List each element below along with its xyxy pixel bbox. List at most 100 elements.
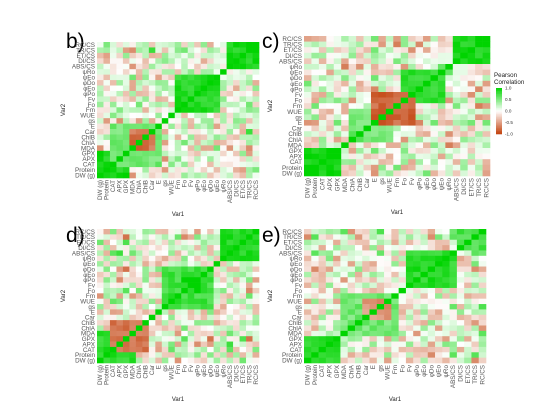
heatmap-cell [161, 52, 169, 59]
heatmap-cell [333, 330, 341, 337]
heatmap-cell [103, 156, 111, 162]
heatmap-cell [362, 320, 370, 326]
heatmap-cell [318, 250, 327, 257]
heatmap-cell [427, 266, 436, 273]
heatmap-cell [415, 92, 424, 98]
heatmap-cell [325, 245, 334, 251]
heatmap-cell [207, 112, 214, 119]
heatmap-cell [122, 42, 130, 48]
heatmap-cell [97, 271, 104, 278]
legend-title: Correlation [494, 79, 525, 86]
heatmap-cell [384, 287, 392, 294]
heatmap-cell [420, 287, 429, 294]
heatmap-cell [333, 250, 341, 257]
heatmap-cell [415, 148, 424, 154]
heatmap-cell [220, 314, 227, 321]
heatmap-cell [460, 58, 468, 65]
heatmap-cell [398, 250, 407, 257]
heatmap-cell [161, 309, 169, 316]
heatmap-cell [363, 131, 372, 138]
heatmap-cell [97, 96, 104, 103]
heatmap-cell [304, 277, 312, 283]
heatmap-cell [226, 74, 234, 81]
heatmap-cell [116, 271, 124, 278]
heatmap-cell [181, 314, 189, 321]
heatmap-cell [207, 293, 214, 299]
y-tick-label: WUE [287, 299, 302, 306]
heatmap-cell [393, 69, 402, 76]
heatmap-cell [226, 101, 234, 108]
heatmap-cell [252, 112, 260, 119]
heatmap-cell [437, 108, 446, 115]
heatmap-cell [181, 271, 189, 278]
heatmap-cell [109, 229, 117, 235]
y-tick-label: APX [82, 156, 95, 163]
heatmap-cell [142, 277, 150, 283]
heatmap-cell [200, 167, 208, 173]
heatmap-cell [135, 172, 143, 179]
heatmap-cell [168, 266, 176, 273]
x-tick-label: ψRo [443, 365, 450, 378]
heatmap-cell [226, 261, 234, 267]
heatmap-cell [97, 314, 104, 321]
heatmap-cell [435, 298, 443, 305]
heatmap-cell [471, 266, 480, 273]
heatmap-cell [103, 123, 111, 130]
heatmap-cell [471, 336, 480, 342]
legend-swatch [496, 111, 502, 113]
heatmap-cell [354, 341, 363, 348]
x-tick-label: E [156, 365, 163, 369]
heatmap-cell [482, 97, 491, 104]
heatmap-cell [213, 118, 221, 124]
heatmap-cell [341, 136, 349, 143]
heatmap-cell [181, 85, 189, 92]
heatmap-cell [161, 325, 169, 332]
heatmap-cell [155, 167, 163, 173]
heatmap-cell [155, 150, 163, 157]
heatmap-cell [109, 80, 117, 86]
heatmap-cell [122, 330, 130, 337]
heatmap-cell [326, 69, 335, 76]
heatmap-cell [226, 255, 234, 262]
heatmap-cell [340, 352, 348, 358]
heatmap-cell [129, 287, 137, 294]
heatmap-cell [97, 293, 104, 299]
heatmap-cell [333, 357, 341, 364]
heatmap-cell [200, 325, 208, 332]
heatmap-cell [213, 161, 221, 168]
heatmap-cell [378, 108, 387, 115]
heatmap-cell [226, 69, 234, 75]
heatmap-cell [423, 52, 431, 59]
heatmap-cell [220, 123, 227, 130]
heatmap-cell [220, 172, 227, 179]
heatmap-cell [445, 148, 454, 154]
heatmap-cell [452, 64, 461, 70]
heatmap-cell [435, 277, 443, 283]
heatmap-cell [384, 250, 392, 257]
heatmap-cell [148, 42, 156, 48]
heatmap-cell [168, 90, 176, 97]
heatmap-cell [356, 58, 364, 65]
heatmap-cell [181, 167, 189, 173]
heatmap-cell [220, 336, 227, 342]
heatmap-cell [194, 134, 201, 141]
heatmap-cell [181, 74, 189, 81]
heatmap-cell [239, 271, 247, 278]
y-tick-label: gs [88, 118, 95, 125]
x-tick-label: φEo [421, 365, 428, 377]
heatmap-cell [442, 314, 450, 321]
heatmap-cell [423, 69, 431, 76]
heatmap-cell [482, 58, 491, 65]
heatmap-cell [318, 103, 327, 110]
heatmap-cell [239, 229, 247, 235]
heatmap-cell [437, 159, 446, 166]
heatmap-cell [452, 58, 461, 65]
heatmap-cell [340, 271, 348, 278]
heatmap-cell [220, 107, 227, 114]
heatmap-cell [252, 90, 260, 97]
heatmap-cell [384, 261, 392, 267]
heatmap-cell [181, 336, 189, 342]
heatmap-cell [370, 41, 379, 48]
heatmap-cell [348, 159, 357, 166]
heatmap-cell [233, 161, 240, 168]
